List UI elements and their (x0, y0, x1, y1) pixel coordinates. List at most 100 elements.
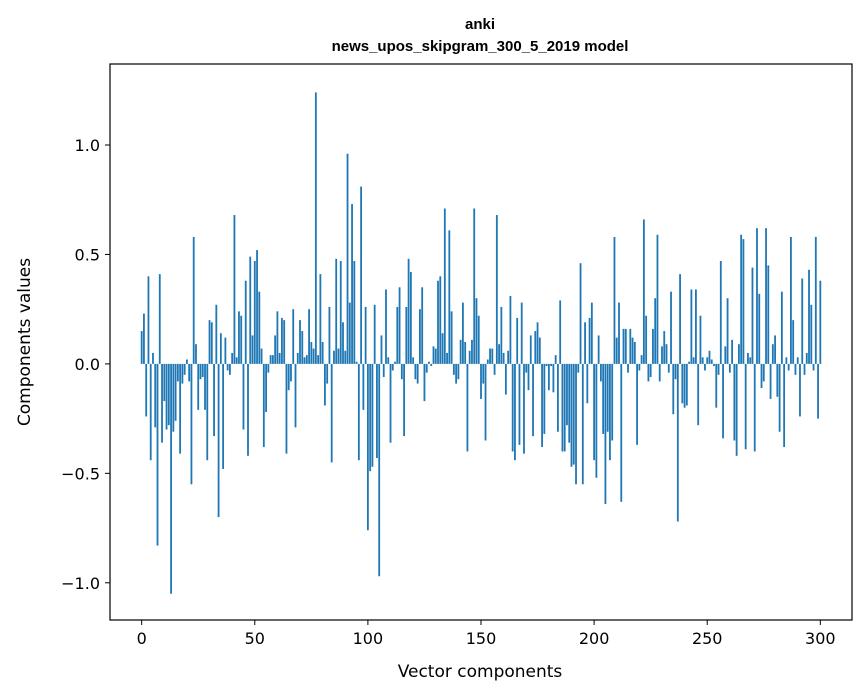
bar-38 (226, 363, 229, 371)
bar-250 (706, 357, 709, 364)
bar-70 (299, 320, 301, 364)
x-tick-label: 0 (137, 629, 147, 648)
bar-185 (559, 300, 562, 364)
bar-294 (805, 352, 808, 364)
bar-146 (471, 339, 473, 364)
bar-167 (518, 363, 521, 445)
bar-253 (713, 363, 715, 367)
bar-111 (391, 363, 394, 371)
bar-30 (208, 320, 211, 364)
bar-264 (737, 344, 740, 364)
bar-60 (276, 311, 279, 364)
bar-27 (201, 363, 204, 378)
bar-116 (403, 363, 405, 437)
bar-66 (290, 363, 292, 382)
bar-177 (541, 363, 543, 448)
bar-279 (771, 344, 774, 364)
bar-193 (577, 363, 580, 373)
bar-179 (545, 363, 548, 367)
bar-109 (387, 357, 390, 364)
bar-110 (389, 363, 392, 443)
bar-121 (414, 363, 417, 380)
bar-67 (292, 309, 295, 364)
bar-24 (195, 344, 197, 364)
bar-131 (437, 280, 439, 364)
bar-231 (663, 331, 666, 364)
bar-299 (817, 363, 819, 419)
bar-154 (489, 348, 491, 364)
bar-13 (170, 363, 172, 594)
bar-267 (744, 363, 747, 450)
bar-102 (371, 363, 374, 467)
bar-211 (618, 302, 620, 364)
bar-205 (604, 363, 607, 504)
bar-137 (450, 311, 453, 364)
bar-247 (699, 315, 702, 364)
bar-33 (215, 304, 218, 364)
bar-93 (351, 204, 353, 364)
bar-130 (434, 348, 437, 364)
x-tick-label: 150 (466, 629, 497, 648)
bar-17 (179, 363, 182, 454)
bar-278 (769, 363, 772, 399)
bar-107 (382, 363, 385, 378)
bar-125 (423, 363, 426, 402)
bar-194 (579, 263, 582, 364)
bar-242 (688, 361, 691, 364)
bar-129 (432, 346, 435, 364)
bar-225 (649, 363, 652, 378)
bar-204 (602, 363, 605, 434)
y-tick-label: −0.5 (61, 464, 100, 483)
bar-133 (441, 333, 444, 364)
bar-238 (679, 274, 681, 364)
bar-274 (760, 363, 763, 388)
bar-157 (495, 215, 498, 364)
bar-190 (570, 363, 573, 467)
bar-275 (762, 363, 765, 382)
bar-201 (595, 363, 598, 478)
bar-85 (333, 350, 335, 364)
bar-45 (242, 363, 245, 430)
y-axis-label: Components values (15, 258, 35, 426)
bar-165 (514, 363, 516, 461)
bar-271 (753, 363, 756, 452)
bar-142 (462, 302, 464, 364)
bar-71 (301, 331, 304, 364)
bar-80 (321, 342, 324, 364)
bar-241 (685, 363, 688, 406)
bar-237 (676, 363, 679, 522)
bar-248 (701, 357, 704, 364)
bar-112 (394, 361, 396, 364)
bar-105 (378, 363, 381, 577)
bar-257 (722, 363, 724, 439)
bar-195 (581, 363, 584, 485)
bar-28 (204, 363, 206, 410)
bar-11 (165, 363, 168, 430)
bar-245 (695, 289, 697, 364)
bar-161 (504, 363, 507, 395)
bar-76 (312, 348, 315, 364)
bar-57 (269, 355, 272, 364)
bar-266 (742, 239, 745, 364)
bar-19 (183, 363, 186, 375)
bar-6 (154, 363, 157, 428)
chart-title: anki (465, 16, 495, 33)
bar-164 (511, 363, 514, 452)
bar-270 (751, 267, 754, 364)
bar-210 (615, 337, 618, 364)
bar-296 (810, 304, 813, 364)
bar-81 (324, 363, 326, 406)
bar-123 (419, 309, 421, 364)
bar-139 (455, 363, 458, 384)
bar-252 (710, 359, 713, 364)
bar-99 (364, 306, 367, 364)
bar-216 (629, 328, 632, 364)
bar-202 (597, 335, 600, 364)
bar-84 (330, 363, 333, 463)
bar-218 (633, 342, 636, 364)
bar-98 (362, 363, 365, 410)
bar-90 (344, 350, 347, 364)
x-tick-label: 250 (692, 629, 723, 648)
bar-92 (348, 302, 351, 364)
bar-160 (502, 352, 505, 364)
